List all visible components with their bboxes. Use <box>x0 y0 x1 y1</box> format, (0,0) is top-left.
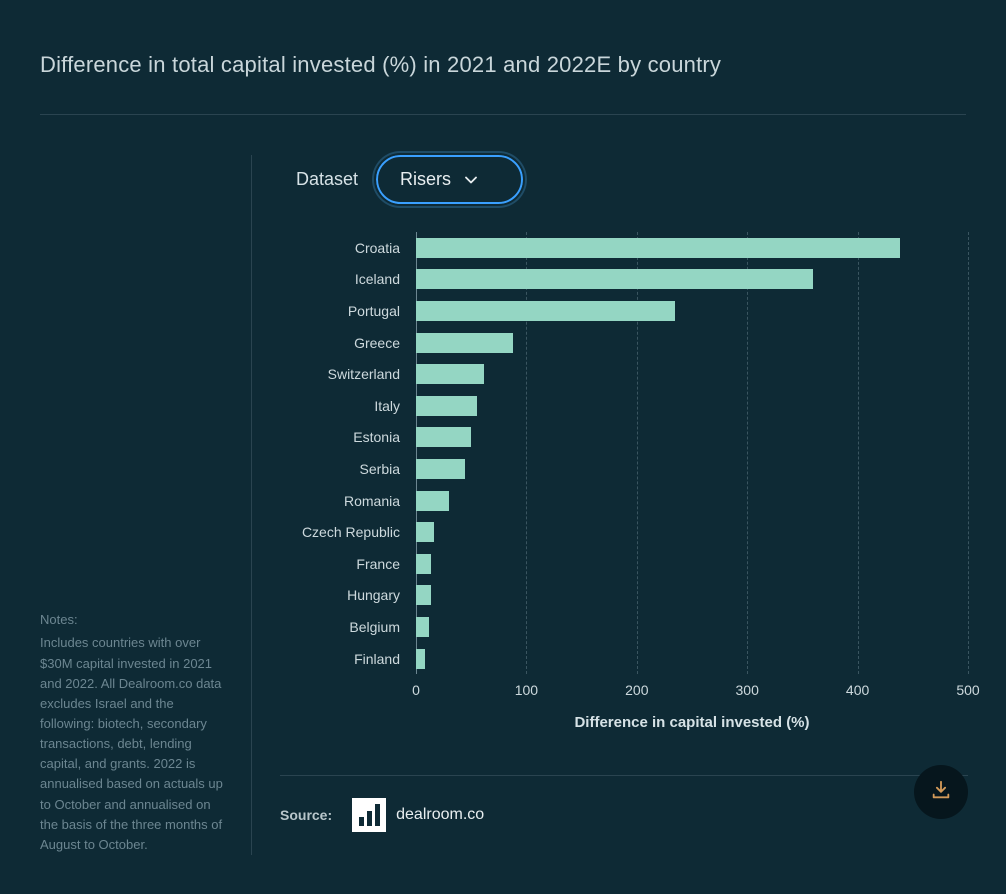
bar <box>416 238 900 258</box>
bar <box>416 554 431 574</box>
bar <box>416 649 425 669</box>
source-name: dealroom.co <box>396 806 484 824</box>
bar-label: Italy <box>280 398 416 414</box>
bar-label: Serbia <box>280 461 416 477</box>
bar-label: Hungary <box>280 587 416 603</box>
bar <box>416 269 813 289</box>
notes-body: Includes countries with over $30M capita… <box>40 633 229 855</box>
bar-track <box>416 422 968 454</box>
bar-row: Italy <box>280 390 968 422</box>
dealroom-icon <box>352 798 386 832</box>
bar-row: Croatia <box>280 232 968 264</box>
chart-footer-divider <box>280 775 968 776</box>
bar-label: Greece <box>280 335 416 351</box>
gridline <box>968 232 969 674</box>
bar-track <box>416 232 968 264</box>
bar-track <box>416 643 968 675</box>
bar-label: Romania <box>280 493 416 509</box>
bar-label: France <box>280 556 416 572</box>
title-divider <box>40 114 966 115</box>
source-label: Source: <box>280 807 332 823</box>
bar-row: Portugal <box>280 295 968 327</box>
x-axis-ticks: 0100200300400500 <box>416 682 968 708</box>
bar <box>416 617 429 637</box>
bar-row: Switzerland <box>280 358 968 390</box>
x-axis-label: Difference in capital invested (%) <box>416 714 968 731</box>
bar <box>416 491 449 511</box>
bar-track <box>416 580 968 612</box>
bar <box>416 427 471 447</box>
bar <box>416 585 431 605</box>
bar-label: Belgium <box>280 619 416 635</box>
bar-label: Czech Republic <box>280 524 416 540</box>
page-title: Difference in total capital invested (%)… <box>0 0 1006 78</box>
bar-row: Romania <box>280 485 968 517</box>
x-tick: 300 <box>736 682 759 698</box>
bar <box>416 396 477 416</box>
x-tick: 400 <box>846 682 869 698</box>
bar-label: Croatia <box>280 240 416 256</box>
bar-row: Serbia <box>280 453 968 485</box>
bar-track <box>416 611 968 643</box>
bar-row: France <box>280 548 968 580</box>
notes-column: Notes: Includes countries with over $30M… <box>0 155 252 855</box>
dataset-selector-row: Dataset Risers <box>296 155 968 204</box>
x-tick: 500 <box>956 682 979 698</box>
bar-row: Belgium <box>280 611 968 643</box>
bar-track <box>416 453 968 485</box>
source-row: Source: dealroom.co <box>280 798 968 832</box>
content-row: Notes: Includes countries with over $30M… <box>0 155 1006 855</box>
chevron-down-icon <box>465 176 477 184</box>
bar-track <box>416 327 968 359</box>
bar-track <box>416 264 968 296</box>
bar-row: Finland <box>280 643 968 675</box>
bar <box>416 522 434 542</box>
bar-track <box>416 390 968 422</box>
bar-label: Finland <box>280 651 416 667</box>
dataset-select[interactable]: Risers <box>376 155 523 204</box>
chart-column: Dataset Risers Croatia Iceland Portugal Gre… <box>252 155 1006 855</box>
source-logo: dealroom.co <box>352 798 484 832</box>
x-tick: 200 <box>625 682 648 698</box>
bar-track <box>416 516 968 548</box>
bar-track <box>416 358 968 390</box>
bar-row: Iceland <box>280 264 968 296</box>
notes-heading: Notes: <box>40 612 229 627</box>
dataset-select-value: Risers <box>400 169 451 190</box>
bar-label: Switzerland <box>280 366 416 382</box>
bar-row: Estonia <box>280 422 968 454</box>
dataset-label: Dataset <box>296 169 358 190</box>
bar-row: Hungary <box>280 580 968 612</box>
download-button[interactable] <box>914 765 968 819</box>
bar-row: Greece <box>280 327 968 359</box>
x-tick: 100 <box>515 682 538 698</box>
bar-label: Estonia <box>280 429 416 445</box>
bar-chart: Croatia Iceland Portugal Greece Switzerland I… <box>280 232 968 731</box>
bar-row: Czech Republic <box>280 516 968 548</box>
bar <box>416 333 513 353</box>
bar-track <box>416 295 968 327</box>
bar-track <box>416 485 968 517</box>
x-tick: 0 <box>412 682 420 698</box>
bar-label: Portugal <box>280 303 416 319</box>
bar <box>416 301 675 321</box>
bar <box>416 364 484 384</box>
bar <box>416 459 465 479</box>
bar-label: Iceland <box>280 271 416 287</box>
download-icon <box>930 779 952 806</box>
bar-track <box>416 548 968 580</box>
